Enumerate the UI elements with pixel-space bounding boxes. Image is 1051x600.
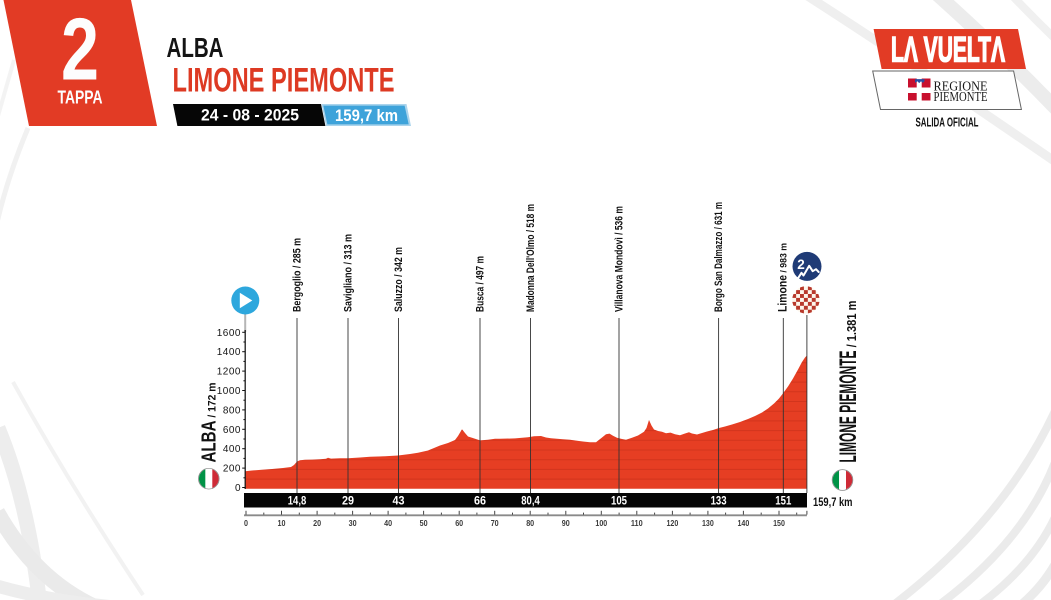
svg-text:LIMONE PIEMONTE: LIMONE PIEMONTE [173,62,395,100]
svg-text:60: 60 [455,518,463,528]
svg-text:800: 800 [223,405,241,416]
svg-text:50: 50 [420,518,428,528]
svg-text:0: 0 [244,518,248,528]
svg-text:133: 133 [711,496,727,508]
svg-text:150: 150 [773,518,785,528]
svg-text:100: 100 [595,518,607,528]
svg-text:LΛ VUELTΛ: LΛ VUELTΛ [891,31,1005,70]
svg-text:Busca / 497 m: Busca / 497 m [475,256,487,312]
svg-text:159,7 km: 159,7 km [813,495,853,509]
svg-text:Limone / 983 m: Limone / 983 m [778,243,790,312]
svg-text:Madonna Dell'Olmo / 518 m: Madonna Dell'Olmo / 518 m [525,204,537,312]
svg-text:14,8: 14,8 [288,496,307,508]
svg-text:PIEMONTE: PIEMONTE [934,89,988,104]
svg-text:90: 90 [562,518,570,528]
svg-text:1400: 1400 [217,347,241,358]
svg-text:2: 2 [61,0,99,99]
svg-text:Savigliano / 313 m: Savigliano / 313 m [343,234,355,312]
svg-text:30: 30 [349,518,357,528]
svg-text:151: 151 [775,496,792,508]
svg-text:Saluzzo / 342 m: Saluzzo / 342 m [393,247,405,312]
svg-text:600: 600 [223,425,241,436]
svg-text:110: 110 [631,518,643,528]
svg-text:159,7 km: 159,7 km [335,106,398,125]
svg-text:66: 66 [474,496,486,508]
svg-text:24 - 08 - 2025: 24 - 08 - 2025 [201,107,299,125]
svg-text:105: 105 [611,496,628,508]
svg-text:80,4: 80,4 [521,496,540,508]
svg-text:40: 40 [384,518,392,528]
svg-text:LIMONE PIEMONTE / 1.381 m: LIMONE PIEMONTE / 1.381 m [835,301,862,463]
svg-text:ALBA: ALBA [167,32,224,63]
svg-text:400: 400 [223,444,241,455]
svg-text:Villanova Mondovì / 536 m: Villanova Mondovì / 536 m [614,206,626,312]
svg-text:120: 120 [667,518,679,528]
svg-text:0: 0 [235,483,241,494]
svg-text:Bergoglio / 285 m: Bergoglio / 285 m [292,238,304,312]
svg-text:200: 200 [223,464,241,475]
svg-text:REGIONE: REGIONE [934,79,988,94]
svg-text:1600: 1600 [217,328,241,339]
svg-text:1000: 1000 [217,386,241,397]
svg-text:Borgo San Dalmazzo / 631 m: Borgo San Dalmazzo / 631 m [713,202,725,312]
svg-text:2: 2 [797,257,805,272]
svg-text:10: 10 [278,518,286,528]
svg-text:29: 29 [342,496,354,508]
svg-text:140: 140 [738,518,750,528]
svg-text:80: 80 [526,518,534,528]
svg-text:ALBA / 172 m: ALBA / 172 m [199,382,221,462]
svg-text:20: 20 [313,518,321,528]
svg-text:70: 70 [491,518,499,528]
svg-text:TAPPA: TAPPA [58,87,103,108]
svg-text:SALIDA OFICIAL: SALIDA OFICIAL [916,115,979,130]
svg-text:43: 43 [393,496,405,508]
svg-text:1200: 1200 [217,367,241,378]
svg-text:130: 130 [702,518,714,528]
